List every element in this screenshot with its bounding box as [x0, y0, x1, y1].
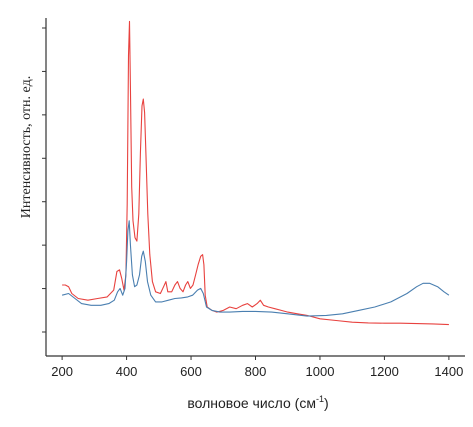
- series-group: [61, 20, 450, 326]
- axes: 200 400 600 800 1000 1200 1400: [42, 18, 465, 379]
- x-tick-label: 1200: [370, 364, 399, 379]
- x-tick-label: 1000: [306, 364, 335, 379]
- y-axis-label: Интенсивность, отн. ед.: [19, 76, 34, 218]
- x-tick-label: 200: [51, 364, 73, 379]
- x-tick-label: 800: [245, 364, 267, 379]
- x-axis-label-superscript: -1: [316, 394, 324, 404]
- x-tick-label: 1400: [434, 364, 463, 379]
- series-line-blue: [61, 220, 450, 317]
- x-tick-label: 400: [116, 364, 138, 379]
- x-axis-label: волновое число (см-1): [187, 394, 328, 411]
- x-axis-label-close: ): [324, 395, 329, 411]
- x-tick-label: 600: [180, 364, 202, 379]
- x-axis-label-text: волновое число (см: [187, 395, 316, 411]
